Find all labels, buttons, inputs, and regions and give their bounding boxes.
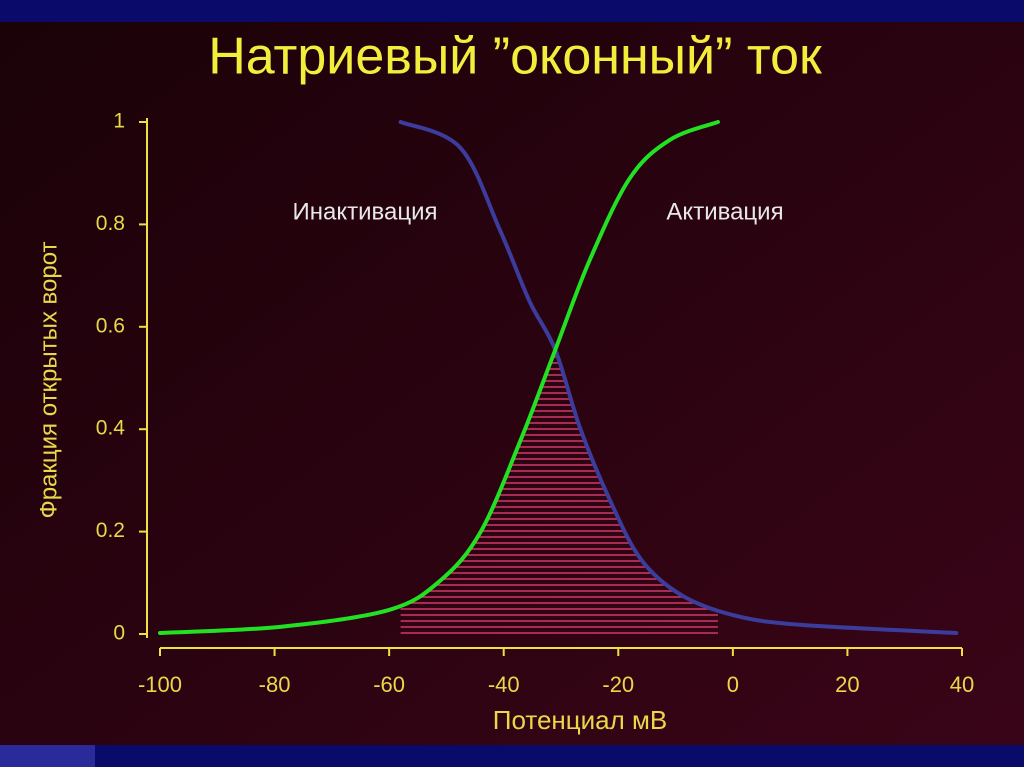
y-tick-label: 0 bbox=[113, 622, 125, 645]
x-tick-label: 20 bbox=[835, 672, 859, 697]
annotation: Активация bbox=[666, 198, 783, 225]
chart-title: Натриевый ”оконный” ток bbox=[208, 28, 822, 86]
x-tick-label: -100 bbox=[138, 672, 182, 697]
series-line bbox=[158, 120, 720, 635]
x-tick-label: -20 bbox=[602, 672, 634, 697]
x-tick-label: -60 bbox=[373, 672, 405, 697]
y-tick-label: 0.8 bbox=[96, 212, 125, 235]
y-tick-label: 1 bbox=[113, 110, 125, 133]
y-tick-label: 0.4 bbox=[96, 417, 126, 440]
series-line bbox=[398, 120, 959, 635]
bottom-band bbox=[0, 745, 1024, 767]
x-tick-label: -40 bbox=[488, 672, 520, 697]
bottom-band-accent bbox=[0, 745, 95, 767]
y-tick-label: 0.2 bbox=[96, 519, 125, 542]
x-tick-label: 40 bbox=[950, 672, 974, 697]
y-tick-label: 0.6 bbox=[96, 314, 125, 337]
x-tick-label: -80 bbox=[259, 672, 291, 697]
x-tick-label: 0 bbox=[727, 672, 739, 697]
x-axis-label: Потенциал мВ bbox=[493, 705, 668, 735]
top-band bbox=[0, 0, 1024, 22]
annotation: Инактивация bbox=[293, 198, 438, 225]
y-axis-label: Фракция открытых ворот bbox=[35, 241, 62, 518]
